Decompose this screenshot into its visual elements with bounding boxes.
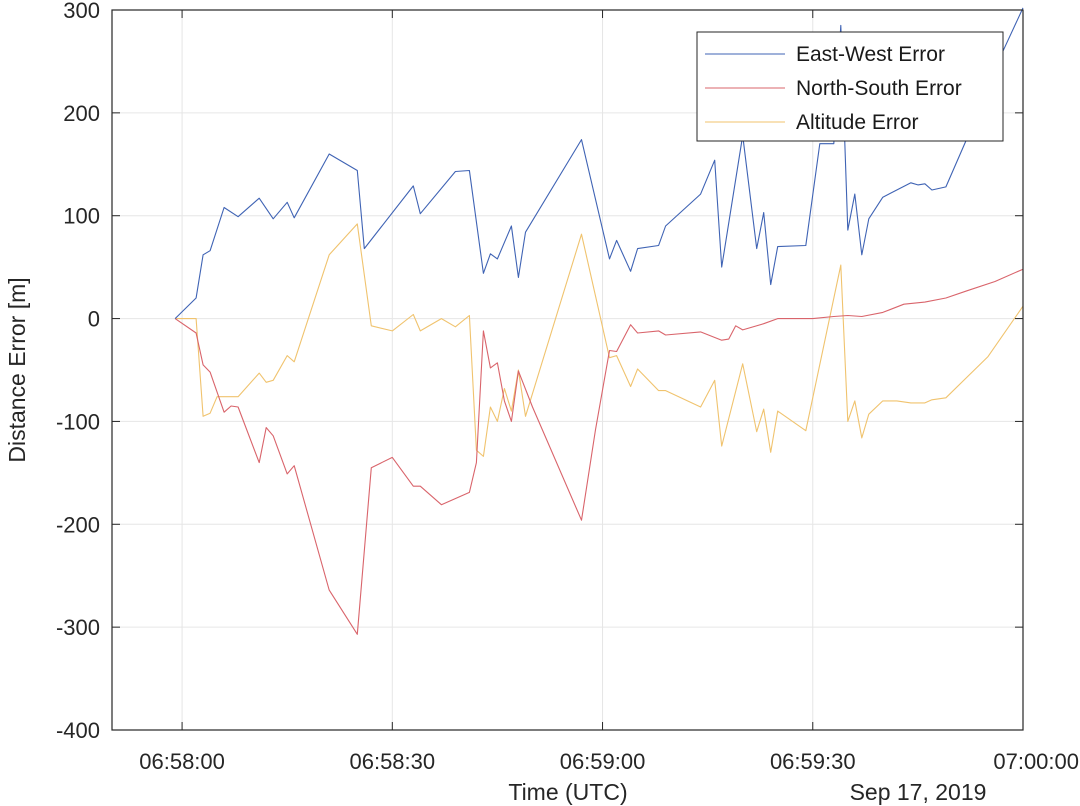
series-line-east-west-error (174, 7, 1024, 319)
x-axis-label: Time (UTC) (508, 779, 627, 805)
series-line-north-south-error (174, 268, 1024, 635)
date-label: Sep 17, 2019 (850, 779, 987, 805)
legend: East-West Error North-South Error Altitu… (696, 31, 1004, 142)
y-tick-label: -200 (56, 512, 100, 537)
legend-label-north-south: North-South Error (796, 77, 962, 100)
x-tick-label: 06:58:00 (139, 749, 225, 774)
plot-frame (111, 9, 1024, 731)
y-tick-label: -300 (56, 615, 100, 640)
x-tick-label: 06:59:00 (560, 749, 646, 774)
y-tick-label: 0 (88, 307, 100, 332)
series-line-altitude-error (175, 223, 1024, 457)
x-tick-label: 07:00:00 (993, 749, 1079, 774)
legend-label-east-west: East-West Error (796, 43, 945, 66)
y-tick-label: 200 (63, 101, 100, 126)
y-tick-label: 100 (63, 204, 100, 229)
y-tick-label: -400 (56, 718, 100, 743)
y-tick-label: -100 (56, 409, 100, 434)
tick-marks (112, 9, 1024, 731)
x-tick-label: 06:59:30 (770, 749, 856, 774)
series-lines (174, 7, 1024, 635)
x-tick-label: 06:58:30 (349, 749, 435, 774)
x-tick-labels: 06:58:00 06:58:30 06:59:00 06:59:30 07:00:00 (139, 749, 1079, 774)
y-tick-label: 300 (63, 0, 100, 23)
y-axis-label: Distance Error [m] (4, 277, 30, 462)
legend-box (696, 31, 1004, 142)
legend-label-altitude: Altitude Error (796, 111, 919, 134)
y-tick-labels: 300 200 100 0 -100 -200 -300 -400 (56, 0, 100, 743)
